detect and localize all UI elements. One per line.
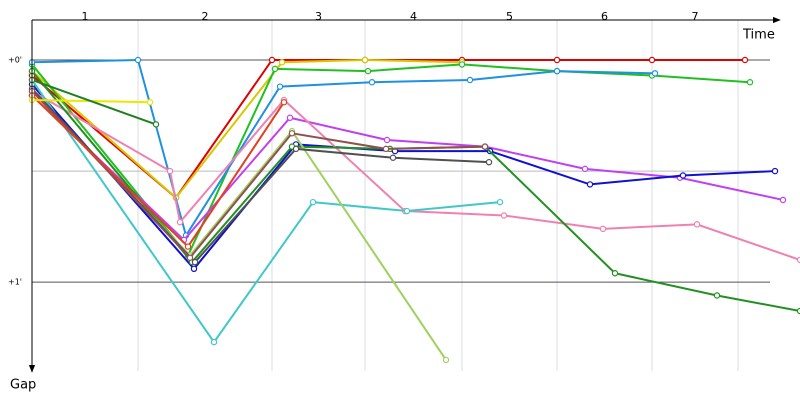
series-point [361, 56, 369, 64]
series-point [382, 145, 390, 153]
series-point [288, 130, 296, 137]
lap-label: 6 [601, 10, 608, 23]
series-point [309, 198, 317, 206]
series-line [31, 88, 490, 264]
series-point [779, 196, 787, 204]
series-line [31, 94, 784, 242]
series-line [31, 58, 745, 200]
series-point [611, 270, 619, 277]
series-point [210, 338, 218, 346]
series-point [553, 67, 561, 75]
grid [32, 20, 770, 371]
series-point [746, 79, 754, 86]
series-point [364, 67, 372, 75]
series-line [31, 90, 486, 260]
series-point [553, 56, 561, 64]
series-point [771, 167, 779, 175]
series-point [741, 56, 749, 64]
series-point [190, 265, 198, 273]
series-point [599, 225, 607, 233]
lap-label: 5 [506, 10, 513, 23]
series-point [648, 56, 656, 64]
series-line [31, 90, 447, 361]
series-point [292, 145, 300, 153]
series-point [442, 356, 450, 364]
x-axis-label: Time [742, 28, 775, 43]
series-line [31, 79, 501, 344]
lap-label: 3 [315, 10, 322, 23]
series-point [586, 181, 594, 188]
series-point [651, 70, 659, 77]
lap-label: 2 [202, 10, 209, 23]
y-tick-label: +1' [8, 278, 22, 287]
series-point [184, 243, 192, 250]
series-point [186, 254, 194, 261]
series-point [176, 218, 184, 226]
series-point [276, 83, 284, 90]
series-point [693, 221, 701, 228]
lap-label: 7 [692, 10, 699, 23]
series-point [713, 292, 721, 299]
y-axis-label: Gap [10, 378, 36, 393]
series-point [271, 65, 279, 73]
series-point [481, 143, 489, 150]
series-point [134, 56, 142, 64]
series-point [278, 59, 286, 66]
y-tick-label: +0' [8, 55, 22, 64]
series-point [679, 172, 687, 179]
series-point [166, 167, 174, 175]
series-line [31, 58, 656, 238]
series-point [389, 154, 397, 161]
series-point [268, 56, 276, 64]
series-point [403, 207, 411, 215]
lap-label: 4 [410, 10, 417, 23]
lines [28, 56, 800, 364]
series-point [581, 165, 589, 173]
series-point [286, 114, 294, 121]
series-point [796, 256, 800, 264]
series-point [500, 212, 508, 219]
series-point [152, 121, 160, 128]
series-point [496, 198, 504, 206]
series-line [31, 70, 800, 313]
series-point [368, 79, 376, 86]
series-point [280, 98, 288, 106]
series-point [383, 136, 391, 144]
series-point [458, 61, 466, 68]
series-point [796, 307, 800, 315]
series-point [466, 76, 474, 84]
series-point [485, 158, 493, 166]
series-line [31, 79, 157, 126]
series-point [146, 98, 154, 106]
lap-label: 1 [82, 10, 89, 23]
series-point [191, 258, 199, 266]
series-line [31, 83, 776, 271]
